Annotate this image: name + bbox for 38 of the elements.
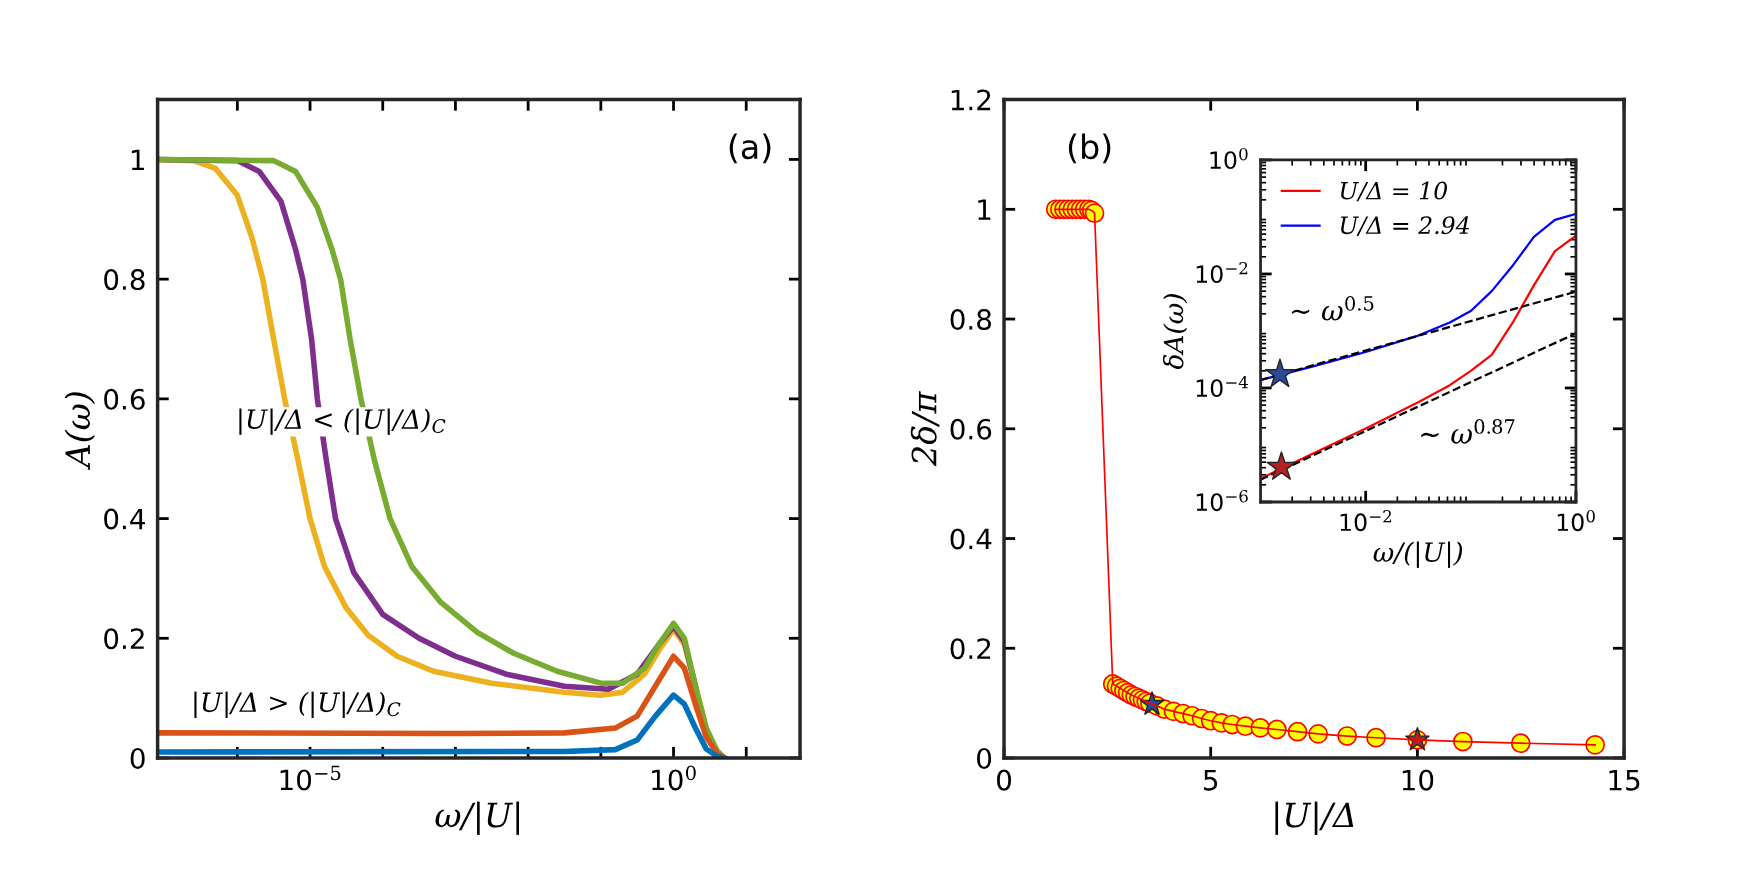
x-tick-label: 15 [1609,769,1640,791]
y-tick-label: 10$^{−6}$ [1196,489,1248,512]
y-tick-label: 0.8 [950,308,992,330]
y-tick-label: 0.4 [104,508,145,530]
y-axis-title: 2δ/π [910,391,940,467]
annotation: ∼ ω$^{0.5}$ [1291,295,1374,321]
legend-label: U/Δ = 2.94 [1341,216,1469,236]
y-tick-label: 10$^{−2}$ [1196,261,1248,284]
annotation: (b) [1068,133,1111,164]
y-axis-title: δA(ω) [1162,294,1188,369]
annotation: |U|/Δ < (|U|/Δ)$_{C}$ [239,408,446,435]
y-tick-label: 10$^{0}$ [1210,147,1248,170]
x-tick-label: 10$^{0}$ [652,765,696,791]
x-axis-title: |U|/Δ [1275,801,1354,835]
x-axis-title: ω/(|U|) [1373,541,1463,568]
y-tick-label: 1.2 [951,89,991,111]
y-tick-label: 0.6 [950,418,992,440]
y-tick-label: 1 [978,199,991,220]
y-tick-label: 10$^{−4}$ [1196,375,1248,398]
y-tick-label: 1 [131,149,144,170]
annotation: (a) [729,133,771,164]
y-axis-title: A(ω) [64,392,96,470]
y-tick-label: 0.8 [104,269,145,291]
x-tick-label: 5 [1204,769,1218,791]
y-tick-label: 0.6 [104,388,145,410]
x-tick-label: 10$^{−5}$ [280,765,341,791]
y-tick-label: 0 [130,747,145,769]
x-tick-label: 0 [997,769,1012,791]
legend-label: U/Δ = 10 [1341,181,1447,202]
y-tick-label: 0 [977,747,992,769]
y-tick-label: 0.2 [104,628,144,650]
x-axis-title: ω/|U| [435,801,520,835]
annotation: ∼ ω$^{0.87}$ [1421,419,1515,444]
point [1585,734,1606,755]
y-tick-label: 0.2 [950,638,991,660]
y-tick-label: 0.4 [950,528,992,550]
x-tick-label: 10 [1402,769,1434,791]
annotation: |U|/Δ > (|U|/Δ)$_{C}$ [194,691,401,718]
